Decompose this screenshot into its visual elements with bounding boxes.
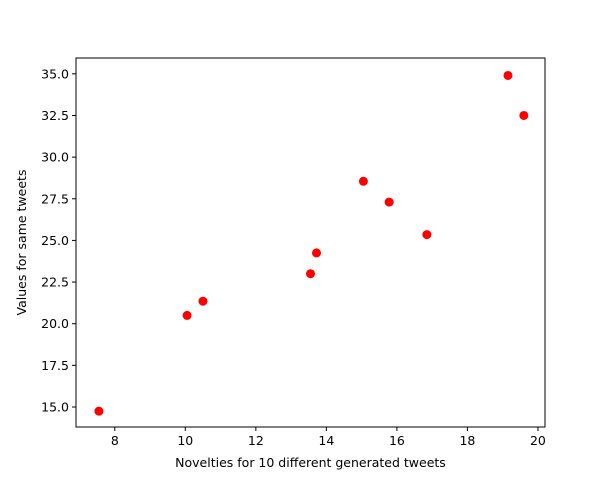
y-tick-label: 30.0 [41, 150, 69, 165]
plot-frame [75, 57, 546, 428]
x-tick-label: 8 [111, 433, 119, 448]
x-axis-ticks: 8 10 12 14 16 18 20 [111, 427, 546, 448]
scatter-point [198, 296, 208, 306]
plot-background [76, 58, 545, 427]
y-tick-label: 17.5 [41, 358, 69, 373]
x-axis-label: Novelties for 10 different generated twe… [175, 455, 446, 470]
y-tick-label: 15.0 [41, 400, 69, 415]
y-tick-label: 20.0 [41, 316, 69, 331]
x-tick-label: 14 [318, 433, 334, 448]
y-axis-label: Values for same tweets [14, 170, 29, 316]
y-tick-label: 22.5 [41, 275, 69, 290]
y-tick-label: 27.5 [41, 191, 69, 206]
x-tick-label: 12 [248, 433, 264, 448]
scatter-point [519, 110, 529, 120]
scatter-point [306, 269, 315, 279]
scatter-point [384, 197, 394, 207]
y-tick-label: 32.5 [41, 108, 69, 123]
y-tick-label: 35.0 [41, 66, 69, 81]
x-tick-label: 16 [389, 433, 405, 448]
scatter-point [182, 310, 192, 320]
y-axis-ticks: 15.0 17.5 20.0 22.5 25.0 27.5 30.0 32.5 35.0 [41, 66, 76, 415]
scatter-point [311, 248, 321, 258]
scatter-point [503, 70, 513, 80]
x-tick-label: 10 [177, 433, 193, 448]
scatter-point [358, 176, 368, 186]
scatter-point [422, 230, 432, 240]
x-tick-label: 18 [459, 433, 475, 448]
points-layer [94, 70, 529, 416]
x-tick-label: 20 [530, 433, 546, 448]
scatter-point [94, 406, 104, 416]
y-tick-label: 25.0 [41, 233, 69, 248]
